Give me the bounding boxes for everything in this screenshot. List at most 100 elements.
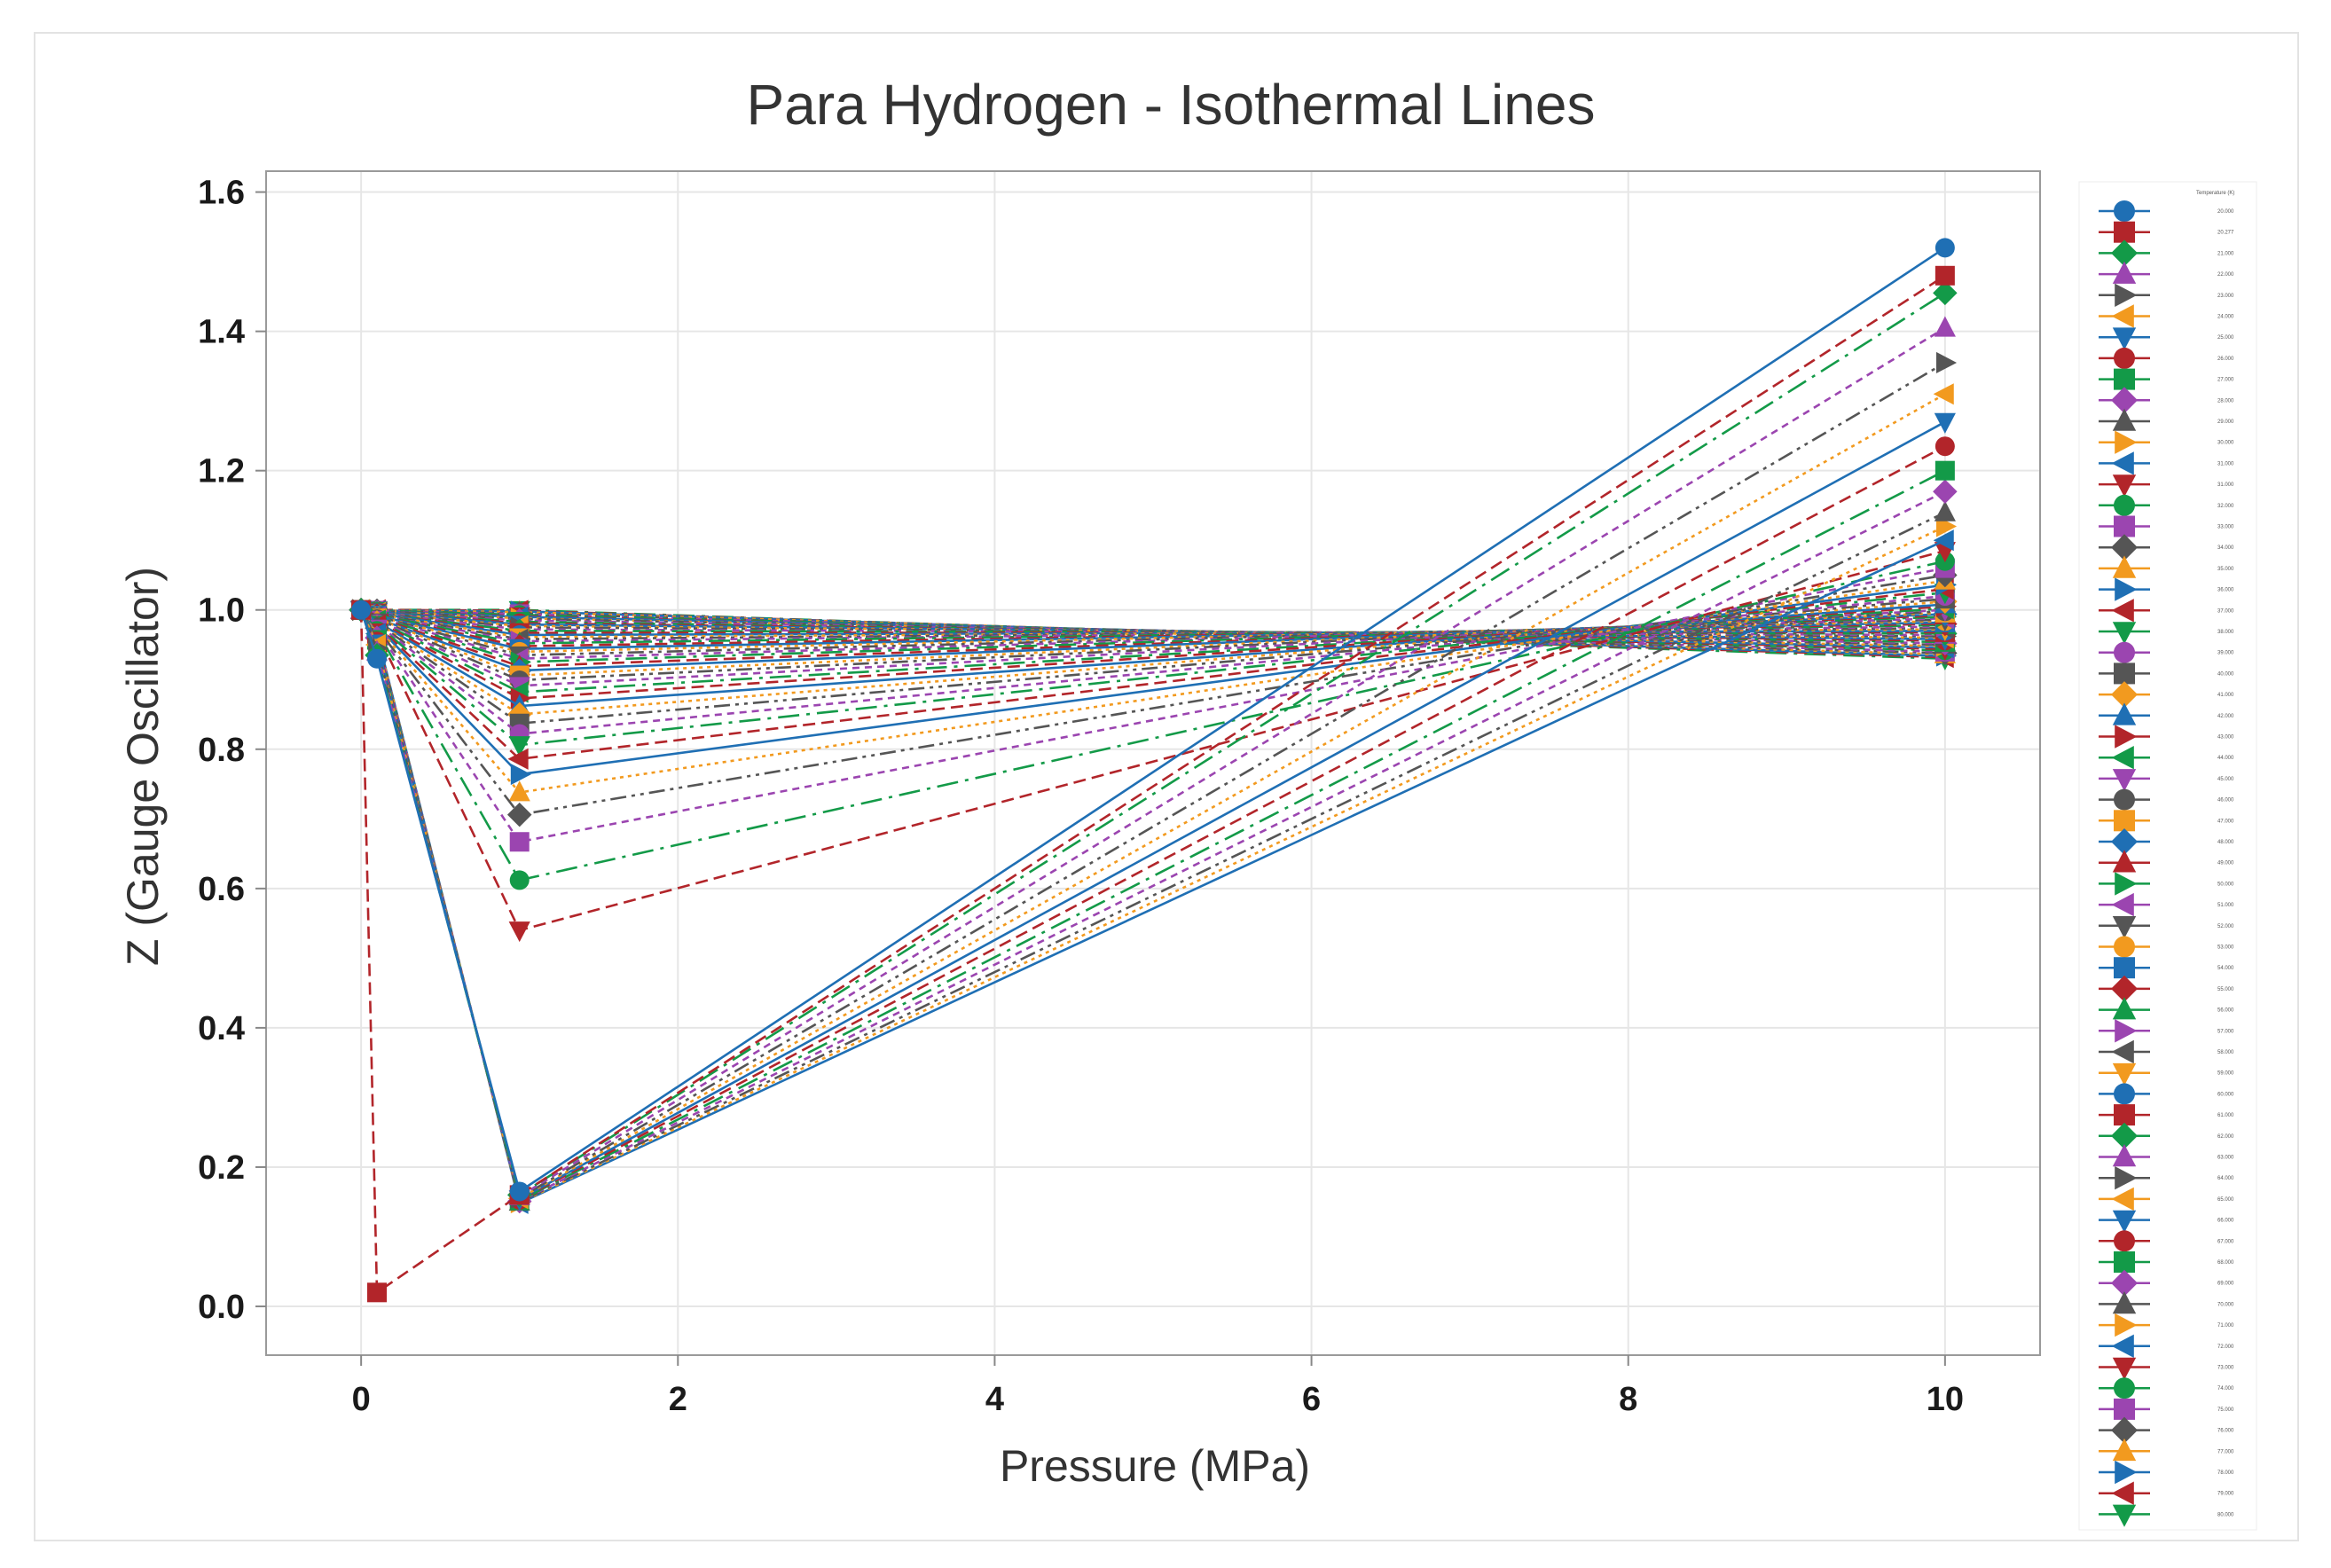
- legend-entry: 25.000: [2099, 327, 2234, 350]
- legend-label: 24.000: [2217, 315, 2234, 320]
- legend-entry: 39.000: [2099, 641, 2234, 663]
- legend-label: 29.000: [2217, 419, 2234, 425]
- legend-entry: 36.000: [2099, 577, 2234, 601]
- series-26.000: [351, 436, 1955, 1210]
- legend-label: 62.000: [2217, 1134, 2234, 1140]
- series-line: [360, 608, 1945, 661]
- legend-entry: 31.000: [2099, 451, 2234, 475]
- legend-entry: 28.000: [2099, 387, 2234, 414]
- legend-marker: [2112, 1144, 2137, 1167]
- legend-marker: [2111, 1187, 2134, 1211]
- legend-label: 51.000: [2217, 903, 2234, 908]
- legend-entry: 42.000: [2099, 702, 2234, 725]
- data-point: [509, 1181, 530, 1202]
- legend-marker: [2112, 261, 2137, 284]
- legend-marker: [2115, 1019, 2138, 1043]
- legend-marker: [2115, 430, 2138, 454]
- legend-entry: 61.000: [2099, 1104, 2234, 1126]
- legend-entry: 76.000: [2099, 1416, 2234, 1444]
- legend-label: 66.000: [2217, 1219, 2234, 1224]
- legend-entry: 37.000: [2099, 599, 2234, 623]
- legend-marker: [2114, 1104, 2135, 1126]
- legend-marker: [2112, 1291, 2137, 1314]
- legend-entry: 68.000: [2099, 1251, 2234, 1273]
- legend-label: 40.000: [2217, 671, 2234, 677]
- legend-marker: [2111, 239, 2138, 267]
- legend-entry: 73.000: [2099, 1357, 2234, 1380]
- series-33.000: [351, 558, 1955, 852]
- legend-label: 56.000: [2217, 1008, 2234, 1014]
- legend-entry: 40.000: [2099, 662, 2234, 685]
- legend-entry: 43.000: [2099, 725, 2234, 749]
- series-27.000: [351, 460, 1955, 1211]
- legend-label: 22.000: [2217, 272, 2234, 278]
- x-tick-label: 6: [1302, 1381, 1321, 1418]
- data-point: [510, 763, 531, 786]
- legend-label: 64.000: [2217, 1176, 2234, 1181]
- series-line: [360, 549, 1946, 932]
- legend-label: 74.000: [2217, 1386, 2234, 1392]
- legend-label: 27.000: [2217, 378, 2234, 383]
- data-point: [367, 648, 387, 669]
- x-tick-label: 8: [1619, 1381, 1637, 1418]
- legend-entry: 52.000: [2099, 916, 2234, 939]
- legend-label: 31.000: [2217, 482, 2234, 488]
- legend-marker: [2114, 368, 2135, 390]
- legend-entry: 31.000: [2099, 474, 2234, 498]
- data-point: [1934, 316, 1956, 337]
- series-35.000: [350, 568, 1956, 802]
- legend-label: 80.000: [2217, 1512, 2234, 1517]
- legend-label: 32.000: [2217, 504, 2234, 509]
- series-line: [359, 420, 1946, 1202]
- legend-marker: [2114, 347, 2135, 369]
- legend-label: 20.000: [2217, 209, 2234, 215]
- legend-marker: [2115, 725, 2138, 749]
- legend-entry: 24.000: [2099, 304, 2234, 328]
- data-point: [1935, 351, 1958, 374]
- legend-label: 31.000: [2217, 461, 2234, 466]
- x-tick-label: 4: [985, 1381, 1004, 1418]
- legend-entry: 46.000: [2099, 788, 2234, 811]
- data-point: [1934, 500, 1956, 521]
- series-line: [359, 393, 1946, 1201]
- legend-entry: 41.000: [2099, 681, 2234, 709]
- legend-label: 61.000: [2217, 1113, 2234, 1118]
- legend-entry: 56.000: [2099, 997, 2234, 1020]
- legend-marker: [2114, 1230, 2135, 1252]
- legend-entry: 30.000: [2099, 430, 2234, 454]
- legend-label: 55.000: [2217, 987, 2234, 992]
- x-tick-label: 2: [669, 1381, 687, 1418]
- legend-marker: [2112, 769, 2137, 792]
- legend-entry: 47.000: [2099, 810, 2234, 832]
- legend-label: 58.000: [2217, 1050, 2234, 1055]
- legend-marker: [2112, 702, 2137, 725]
- data-point: [1935, 460, 1955, 481]
- legend-label: 39.000: [2217, 651, 2234, 656]
- data-point: [509, 832, 530, 852]
- series-23.000: [352, 351, 1958, 1209]
- legend-marker: [2111, 975, 2138, 1002]
- y-tick-label: 0.2: [198, 1149, 245, 1187]
- legend-marker: [2111, 746, 2134, 770]
- legend-entry: 57.000: [2099, 1019, 2234, 1043]
- legend-marker: [2112, 1210, 2137, 1233]
- legend-entry: 51.000: [2099, 892, 2234, 917]
- series-line: [359, 247, 1946, 1194]
- series-20.277: [351, 265, 1955, 1303]
- legend-marker: [2114, 221, 2135, 243]
- series-32.000: [351, 551, 1955, 890]
- legend-entry: 74.000: [2099, 1377, 2234, 1399]
- legend-label: 71.000: [2217, 1323, 2234, 1329]
- legend-entry: 67.000: [2099, 1230, 2234, 1252]
- legend-entry: 33.000: [2099, 515, 2234, 537]
- chart-title: Para Hydrogen - Isothermal Lines: [747, 73, 1596, 137]
- legend-marker: [2111, 892, 2134, 917]
- legend-label: 23.000: [2217, 294, 2234, 299]
- legend-marker: [2114, 1398, 2135, 1420]
- legend-marker: [2111, 599, 2134, 623]
- legend-marker: [2114, 936, 2135, 958]
- data-point: [1935, 238, 1955, 258]
- legend-label: 28.000: [2217, 398, 2234, 404]
- x-tick-label: 0: [352, 1381, 371, 1418]
